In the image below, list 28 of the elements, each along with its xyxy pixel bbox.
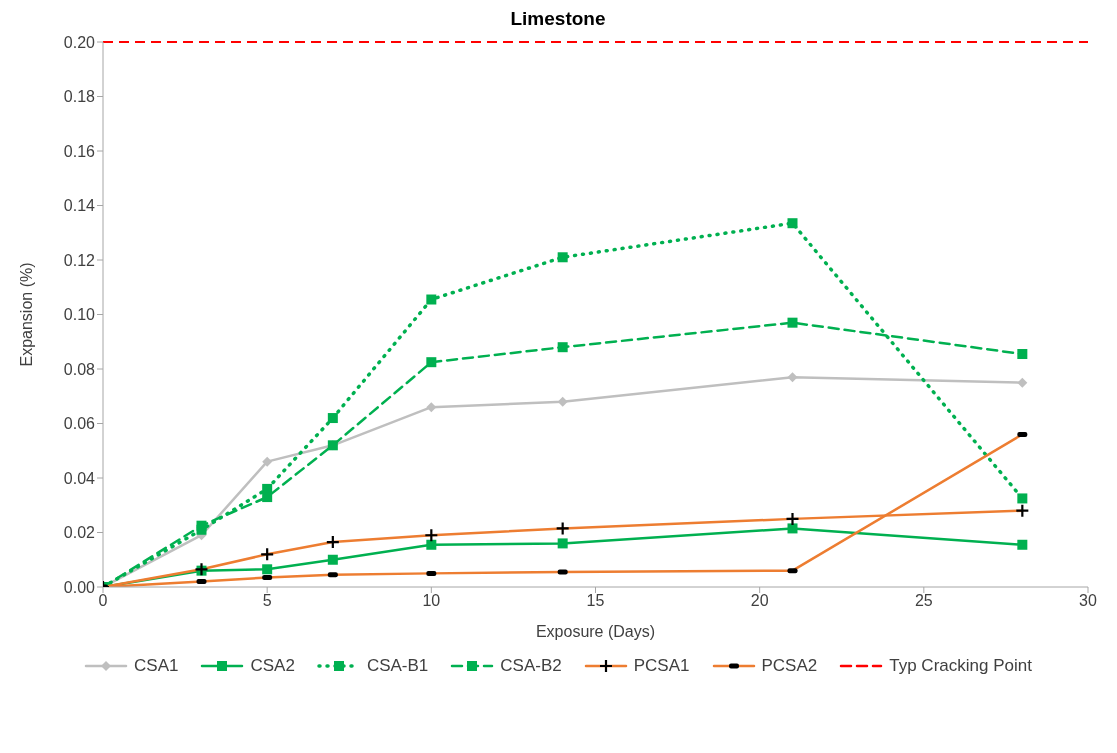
legend-label: PCSA1: [633, 656, 690, 676]
x-tick-label: 20: [750, 592, 769, 610]
y-tick-label: 0.08: [63, 360, 96, 378]
y-tick-label: 0.04: [63, 469, 96, 487]
y-tick-label: 0.12: [63, 251, 96, 269]
y-axis-title: Expansion (%): [17, 262, 35, 367]
x-axis-title: Exposure (Days): [535, 623, 656, 640]
y-tick-label: 0.20: [63, 33, 96, 51]
y-tick-label: 0.14: [63, 197, 96, 215]
legend-label: PCSA2: [761, 656, 818, 676]
x-tick-label: 10: [422, 592, 441, 610]
x-tick-label: 0: [98, 592, 108, 610]
x-tick-label: 15: [586, 592, 605, 610]
legend-label: CSA-B1: [366, 656, 429, 676]
chart-title: Limestone: [509, 8, 607, 31]
legend-label: CSA-B2: [500, 656, 562, 676]
y-tick-label: 0.16: [63, 142, 96, 160]
legend-label: Typ Cracking Point: [889, 656, 1032, 676]
y-tick-label: 0.02: [63, 524, 96, 542]
y-tick-label: 0.00: [63, 578, 96, 596]
y-tick-label: 0.18: [63, 88, 96, 106]
legend-label: CSA1: [134, 656, 179, 676]
legend-label: CSA2: [250, 656, 295, 676]
y-tick-label: 0.06: [63, 415, 96, 433]
y-tick-label: 0.10: [63, 306, 96, 324]
x-tick-label: 5: [262, 592, 272, 610]
x-tick-label: 30: [1079, 592, 1097, 610]
x-tick-label: 25: [914, 592, 933, 610]
